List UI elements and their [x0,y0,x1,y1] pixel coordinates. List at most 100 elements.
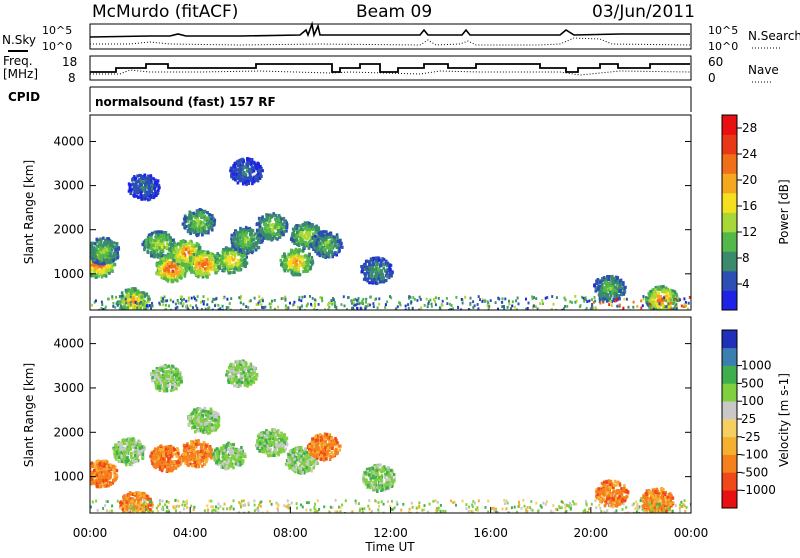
velocity-cell [85,474,88,477]
power-cell [270,216,273,219]
power-clutter-cell [127,306,129,309]
power-cell [87,266,90,269]
power-cell [283,217,286,220]
power-cell [309,228,312,231]
velocity-cell [137,450,140,453]
power-cell [185,257,188,260]
power-cell [323,247,326,250]
power-clutter-cell [507,306,509,309]
power-clutter-cell [591,298,593,301]
power-cell [117,248,120,251]
power-cell [226,252,229,255]
power-cell [651,295,654,298]
power-clutter-cell [243,303,245,306]
power-clutter-cell [502,297,504,300]
power-cell [676,295,679,298]
power-cell [255,237,258,240]
power-cell [184,272,187,275]
power-cell [92,250,95,253]
power-clutter-cell [188,296,190,299]
power-clutter-cell [203,295,205,298]
power-cell [137,290,140,293]
power-clutter-cell [616,298,618,301]
power-clutter-cell [427,305,429,308]
power-clutter-cell [314,305,316,308]
power-clutter-cell [659,302,661,305]
power-cell [134,289,137,292]
power-cell [361,270,364,273]
power-clutter-cell [484,299,486,302]
power-cell [215,264,218,267]
power-cell [176,272,179,275]
power-cell [376,274,379,277]
power-cell [215,271,218,274]
power-clutter-cell [588,300,590,303]
velocity-cell [120,455,123,458]
power-cell [185,267,188,270]
power-cell [263,218,266,221]
power-cell [180,272,183,275]
power-cell [654,288,657,291]
power-colorbar-segment [722,174,737,194]
power-clutter-cell [565,299,567,302]
power-cell [389,268,392,271]
power-cell [87,272,90,275]
power-clutter-cell [472,306,474,309]
date-title: 03/Jun/2011 [592,2,695,22]
power-clutter-cell [321,299,323,302]
power-clutter-cell [556,296,558,299]
power-cell [194,230,197,233]
power-cell [96,246,99,249]
power-cell [318,241,321,244]
power-cell [665,311,668,314]
power-cell [147,251,150,254]
velocity-cell [96,485,99,488]
power-cell [241,228,244,231]
power-cell [379,265,382,268]
power-clutter-cell [217,304,219,307]
power-cell [204,226,207,229]
power-cell [135,313,138,316]
power-y-tick-label: 4000 [53,134,84,148]
power-clutter-cell [684,303,686,306]
power-cell [152,192,155,195]
power-clutter-cell [312,297,314,300]
power-clutter-cell [365,301,367,304]
power-cell [86,258,89,261]
power-clutter-cell [329,302,331,305]
power-clutter-cell [623,298,625,301]
power-cell [672,295,675,298]
power-cell [143,189,146,192]
power-cell [623,293,626,296]
power-cell [86,255,89,258]
power-clutter-cell [429,299,431,302]
power-cell [97,269,100,272]
power-cell [599,281,602,284]
power-cell [134,313,137,316]
power-cell [248,158,251,161]
power-clutter-cell [571,301,573,304]
power-cell [85,256,88,259]
power-clutter-cell [95,299,97,302]
power-cell [603,276,606,279]
power-cell [300,228,303,231]
power-clutter-cell [398,301,400,304]
power-cell [284,263,287,266]
power-clutter-cell [508,303,510,306]
power-clutter-cell [602,300,604,303]
power-cell [166,246,169,249]
power-cell [294,255,297,258]
power-cell [364,273,367,276]
power-cell [609,281,612,284]
power-cell [326,233,329,236]
power-cell [133,187,136,190]
power-cell [598,291,601,294]
power-cell [618,290,621,293]
power-clutter-cell [351,307,353,310]
power-cell [190,268,193,271]
power-clutter-cell [461,298,463,301]
velocity-cell [96,460,99,463]
power-cell [297,267,300,270]
power-cell [309,240,312,243]
